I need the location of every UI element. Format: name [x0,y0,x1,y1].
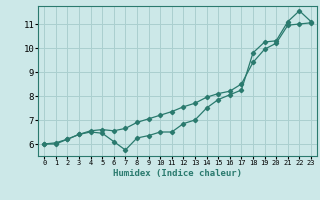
X-axis label: Humidex (Indice chaleur): Humidex (Indice chaleur) [113,169,242,178]
